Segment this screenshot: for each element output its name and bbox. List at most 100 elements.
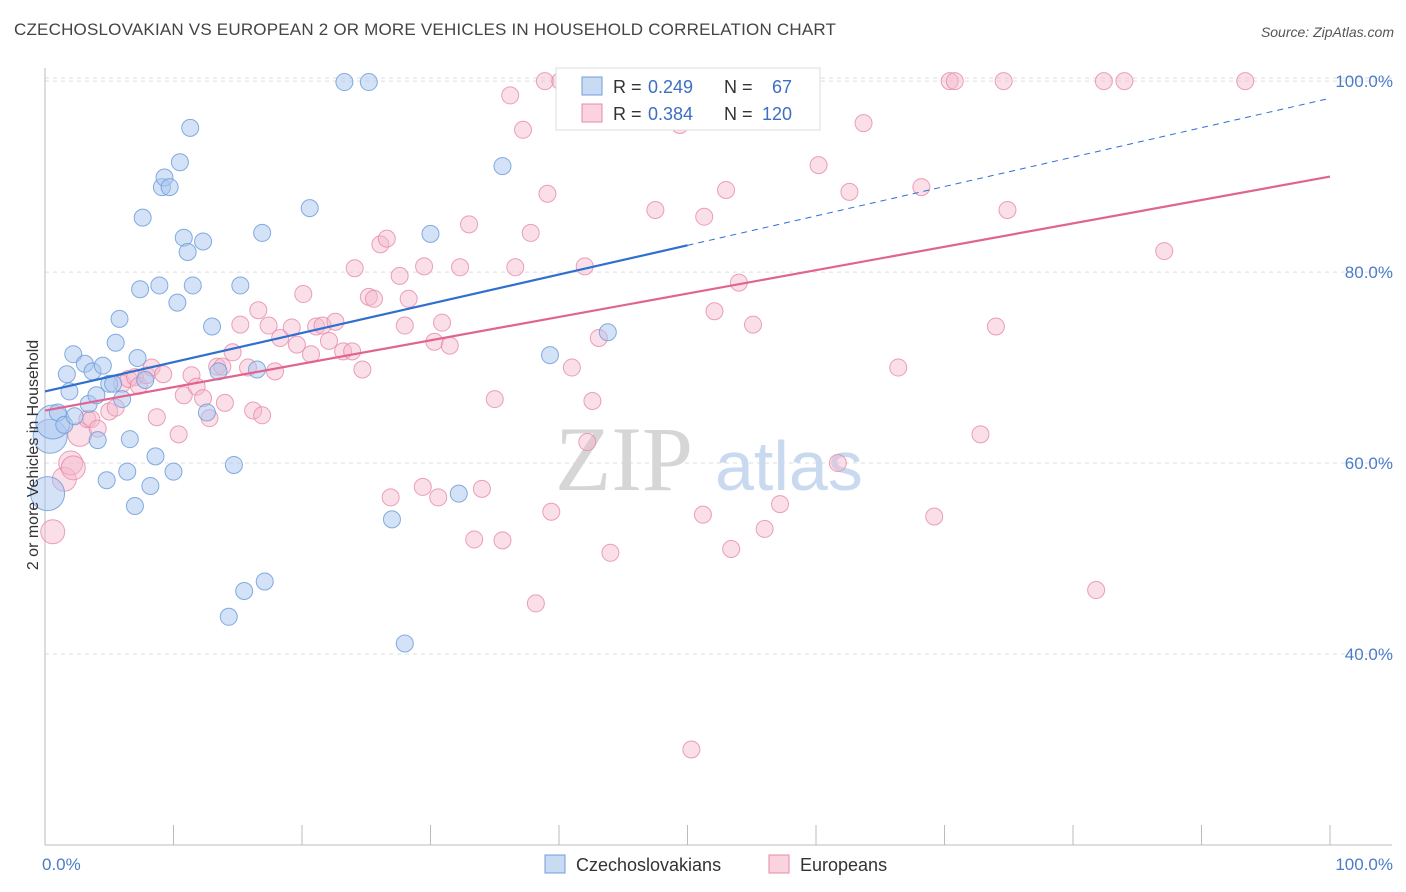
point-europeans-73 xyxy=(535,72,554,91)
point-europeans-63 xyxy=(460,215,479,234)
point-europeans-60 xyxy=(433,313,452,332)
point-europeans-86 xyxy=(646,201,665,220)
point-europeans-81 xyxy=(583,391,602,410)
point-czechoslovakians-23 xyxy=(125,497,144,516)
point-czechoslovakians-58 xyxy=(449,484,468,503)
y-tick-label-1: 60.0% xyxy=(1345,454,1393,473)
point-europeans-51 xyxy=(377,229,396,248)
point-europeans-98 xyxy=(809,156,828,175)
point-europeans-57 xyxy=(415,257,434,276)
point-czechoslovakians-39 xyxy=(181,118,200,137)
point-europeans-96 xyxy=(755,519,774,538)
point-czechoslovakians-57 xyxy=(421,224,440,243)
legend-top: R = 0.249 N = 67 R = 0.384 N = 120 xyxy=(555,67,821,131)
point-europeans-59 xyxy=(429,488,448,507)
legend-pink-r-label: R = xyxy=(613,104,642,124)
point-czechoslovakians-29 xyxy=(146,447,165,466)
point-czechoslovakians-30 xyxy=(150,276,169,295)
point-czechoslovakians-53 xyxy=(335,73,354,92)
y-tick-label-2: 80.0% xyxy=(1345,263,1393,282)
point-europeans-17 xyxy=(154,365,173,384)
point-europeans-115 xyxy=(1236,72,1255,91)
legend-blue-r-label: R = xyxy=(613,77,642,97)
point-czechoslovakians-48 xyxy=(235,582,254,601)
point-europeans-28 xyxy=(231,315,250,334)
tick-labels: 40.0% 60.0% 80.0% 100.0% 0.0% 100.0% xyxy=(42,72,1393,874)
y-tick-label-0: 40.0% xyxy=(1345,645,1393,664)
point-europeans-46 xyxy=(345,259,364,278)
point-europeans-83 xyxy=(601,543,620,562)
point-czechoslovakians-35 xyxy=(168,293,187,312)
trendline-europeans xyxy=(44,175,1331,412)
point-europeans-78 xyxy=(562,358,581,377)
point-europeans-91 xyxy=(705,302,724,321)
point-europeans-62 xyxy=(451,258,470,277)
legend-blue-n-value: 67 xyxy=(772,77,792,97)
point-europeans-93 xyxy=(722,539,741,558)
point-europeans-114 xyxy=(1155,242,1174,261)
point-europeans-34 xyxy=(266,362,285,381)
legend-blue-r-value: 0.249 xyxy=(648,77,693,97)
point-czechoslovakians-40 xyxy=(183,276,202,295)
point-europeans-32 xyxy=(253,406,272,425)
point-europeans-64 xyxy=(465,530,484,549)
point-europeans-90 xyxy=(695,207,714,226)
point-europeans-109 xyxy=(994,72,1013,91)
point-europeans-53 xyxy=(390,266,409,285)
point-czechoslovakians-8 xyxy=(65,407,84,426)
y-tick-label-3: 100.0% xyxy=(1335,72,1393,91)
point-europeans-38 xyxy=(294,285,313,304)
point-europeans-0 xyxy=(40,519,66,545)
point-czechoslovakians-60 xyxy=(541,346,560,365)
point-europeans-54 xyxy=(395,316,414,335)
point-europeans-37 xyxy=(287,335,306,354)
point-czechoslovakians-25 xyxy=(131,280,150,299)
legend-europeans-label: Europeans xyxy=(800,855,887,875)
point-europeans-110 xyxy=(998,201,1017,220)
point-europeans-70 xyxy=(514,120,533,139)
point-czechoslovakians-50 xyxy=(253,223,272,242)
point-europeans-16 xyxy=(147,408,166,427)
chart-title: CZECHOSLOVAKIAN VS EUROPEAN 2 OR MORE VE… xyxy=(14,20,837,39)
point-czechoslovakians-14 xyxy=(93,356,112,375)
point-europeans-69 xyxy=(506,258,525,277)
point-czechoslovakians-54 xyxy=(359,73,378,92)
point-europeans-97 xyxy=(771,495,790,514)
point-europeans-68 xyxy=(501,86,520,105)
point-europeans-30 xyxy=(244,401,263,420)
point-czechoslovakians-18 xyxy=(106,333,125,352)
point-europeans-89 xyxy=(693,505,712,524)
point-europeans-111 xyxy=(1087,581,1106,600)
point-czechoslovakians-22 xyxy=(120,430,139,449)
point-czechoslovakians-24 xyxy=(128,349,147,368)
point-czechoslovakians-59 xyxy=(493,157,512,176)
legend-pink-n-label: N = xyxy=(724,104,753,124)
point-europeans-71 xyxy=(521,223,540,242)
point-czechoslovakians-46 xyxy=(224,455,243,474)
point-europeans-75 xyxy=(542,502,561,521)
point-europeans-95 xyxy=(744,315,763,334)
legend-pink-n-value: 120 xyxy=(762,104,792,124)
point-czechoslovakians-51 xyxy=(255,572,274,591)
point-europeans-102 xyxy=(889,358,908,377)
trend-lines xyxy=(44,97,1331,412)
point-europeans-106 xyxy=(945,72,964,91)
point-europeans-66 xyxy=(485,390,504,409)
point-europeans-92 xyxy=(717,180,736,199)
point-czechoslovakians-55 xyxy=(382,510,401,529)
chart-source: Source: ZipAtlas.com xyxy=(1260,24,1394,40)
point-czechoslovakians-26 xyxy=(133,208,152,227)
point-czechoslovakians-41 xyxy=(194,232,213,251)
legend-czechoslovakians-swatch xyxy=(544,854,566,874)
point-europeans-99 xyxy=(828,454,847,473)
point-czechoslovakians-36 xyxy=(170,153,189,172)
point-czechoslovakians-56 xyxy=(395,634,414,653)
point-europeans-72 xyxy=(526,594,545,613)
legend-czechoslovakians-label: Czechoslovakians xyxy=(576,855,721,875)
point-czechoslovakians-28 xyxy=(141,476,160,495)
point-europeans-2 xyxy=(58,450,84,476)
point-europeans-42 xyxy=(319,331,338,350)
point-czechoslovakians-42 xyxy=(197,403,216,422)
point-europeans-45 xyxy=(343,342,362,361)
point-europeans-116 xyxy=(682,740,701,759)
